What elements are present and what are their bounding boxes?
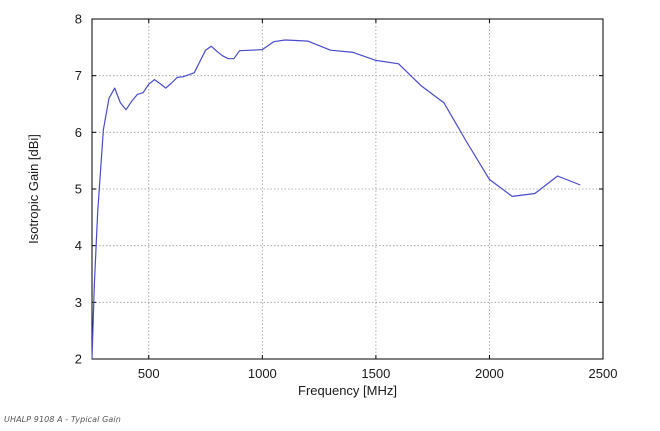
axis-ticks xyxy=(92,18,604,360)
y-axis-title: Isotropic Gain [dBi] xyxy=(26,134,41,244)
y-tick-label: 2 xyxy=(75,352,82,367)
x-tick-label: 1000 xyxy=(248,366,277,381)
x-tick-label: 500 xyxy=(138,366,160,381)
grid-lines xyxy=(92,19,603,359)
gain-series-line xyxy=(91,39,581,360)
y-tick-label: 6 xyxy=(75,125,82,140)
y-tick-label: 3 xyxy=(75,295,82,310)
x-tick-label: 2000 xyxy=(475,366,504,381)
y-tick-labels: 2 3 4 5 6 7 8 xyxy=(75,12,82,367)
y-tick-label: 5 xyxy=(75,182,82,197)
gain-chart: 500 1000 1500 2000 2500 2 3 4 5 6 7 8 Frequency [M… xyxy=(26,12,618,399)
x-tick-label: 1500 xyxy=(361,366,390,381)
x-tick-label: 2500 xyxy=(589,366,618,381)
figure-caption: UHALP 9108 A - Typical Gain xyxy=(4,415,121,424)
x-axis-title: Frequency [MHz] xyxy=(298,383,397,398)
y-tick-label: 7 xyxy=(75,68,82,83)
y-tick-label: 4 xyxy=(75,238,82,253)
x-tick-labels: 500 1000 1500 2000 2500 xyxy=(138,366,618,381)
y-tick-label: 8 xyxy=(75,12,82,27)
